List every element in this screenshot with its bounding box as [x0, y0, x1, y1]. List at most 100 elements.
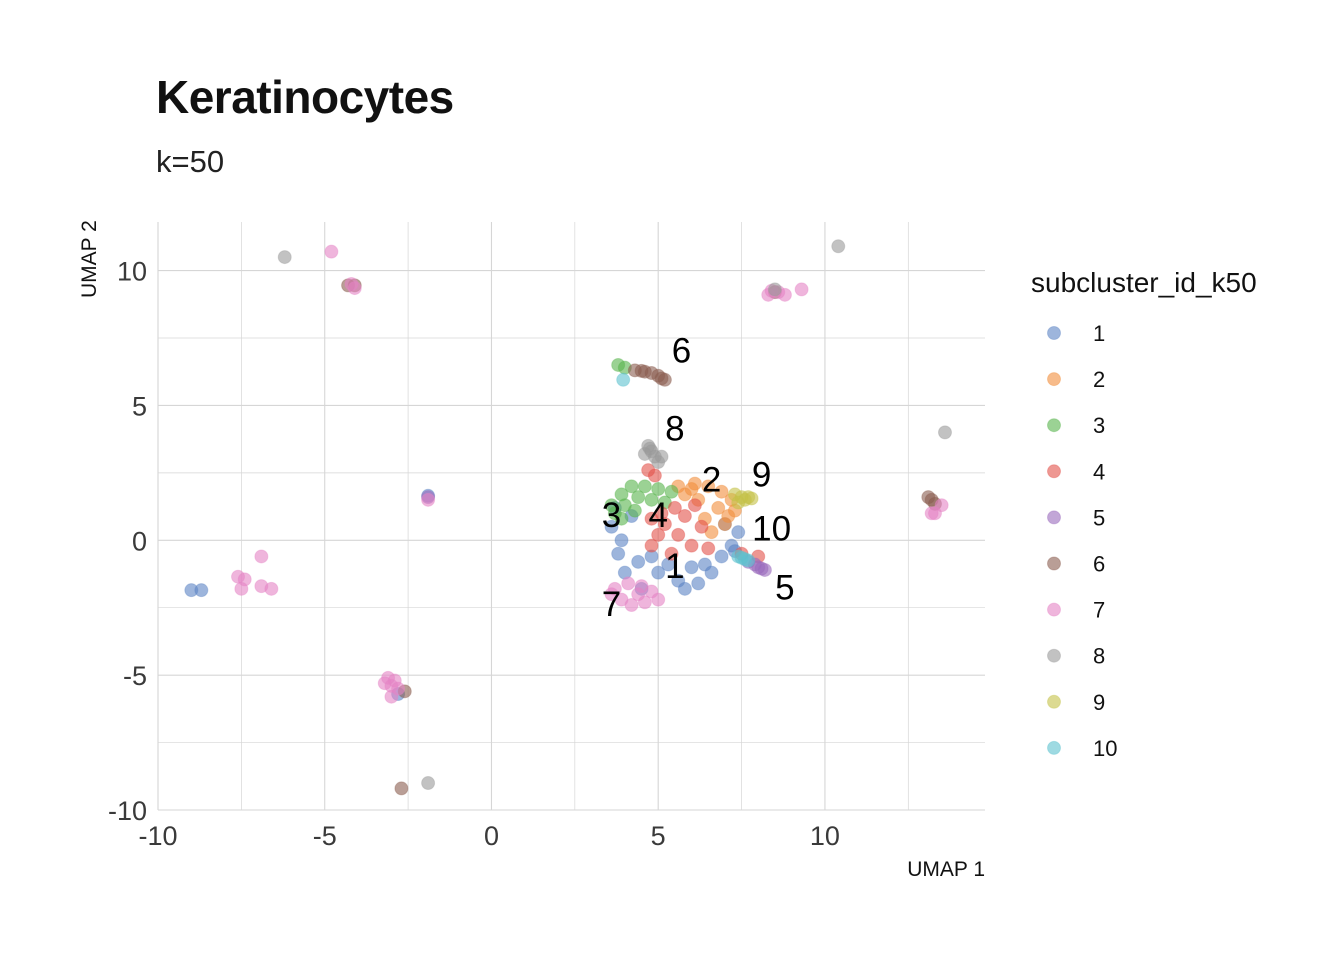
- point-cluster-8: [767, 282, 782, 297]
- legend-swatch-7: [1047, 602, 1061, 617]
- legend-label-1: 1: [1093, 321, 1105, 346]
- point-cluster-3: [637, 479, 652, 494]
- legend-swatch-10: [1047, 740, 1061, 755]
- point-cluster-4: [701, 541, 716, 556]
- point-cluster-8: [277, 250, 292, 265]
- point-cluster-1: [731, 525, 746, 540]
- legend-swatch-5: [1047, 510, 1061, 525]
- point-cluster-9: [731, 495, 746, 510]
- point-cluster-2: [677, 487, 692, 502]
- cluster-label-6: 6: [672, 331, 691, 370]
- x-tick-label: -10: [138, 821, 177, 851]
- point-cluster-7: [934, 498, 949, 513]
- legend-label-7: 7: [1093, 598, 1105, 623]
- cluster-label-7: 7: [602, 585, 621, 624]
- cluster-label-8: 8: [665, 409, 684, 448]
- point-cluster-1: [684, 560, 699, 575]
- x-tick-label: -5: [313, 821, 337, 851]
- legend-label-9: 9: [1093, 690, 1105, 715]
- cluster-label-1: 1: [665, 547, 684, 586]
- legend-swatch-4: [1047, 464, 1061, 479]
- point-cluster-7: [421, 492, 436, 507]
- point-cluster-1: [704, 565, 719, 580]
- point-cluster-1: [677, 581, 692, 596]
- point-cluster-3: [614, 511, 629, 526]
- point-cluster-4: [694, 519, 709, 534]
- point-cluster-7: [794, 282, 809, 297]
- point-cluster-3: [624, 479, 639, 494]
- point-cluster-4: [651, 527, 666, 542]
- legend-swatch-8: [1047, 648, 1061, 663]
- legend-swatch-3: [1047, 418, 1061, 433]
- point-cluster-6: [394, 781, 409, 796]
- legend-swatch-2: [1047, 372, 1061, 387]
- legend-label-5: 5: [1093, 505, 1105, 530]
- point-cluster-8: [421, 776, 436, 791]
- point-cluster-7: [621, 576, 636, 591]
- point-cluster-8: [937, 425, 952, 440]
- legend-swatch-6: [1047, 556, 1061, 571]
- point-cluster-6: [634, 363, 649, 378]
- point-cluster-3: [664, 484, 679, 499]
- cluster-label-4: 4: [648, 496, 667, 535]
- point-cluster-4: [644, 538, 659, 553]
- x-tick-label: 10: [810, 821, 840, 851]
- point-cluster-7: [234, 581, 249, 596]
- chart-title: Keratinocytes: [156, 71, 454, 123]
- cluster-label-5: 5: [775, 569, 794, 608]
- axis-ticks: -10 -5 0 5 10 -10 -5 0 5 10: [108, 257, 840, 851]
- point-cluster-7: [631, 587, 646, 602]
- legend-swatch-1: [1047, 326, 1061, 340]
- point-cluster-1: [604, 519, 619, 534]
- legend-title: subcluster_id_k50: [1031, 267, 1257, 298]
- point-cluster-4: [677, 509, 692, 523]
- cluster-labels: 6 82 9 3 4 10 1 5 7: [602, 331, 795, 624]
- point-cluster-7: [264, 581, 279, 596]
- point-cluster-7: [604, 587, 619, 602]
- point-cluster-4: [654, 506, 669, 521]
- legend-label-10: 10: [1093, 736, 1117, 761]
- chart-subtitle: k=50: [156, 144, 225, 179]
- legend: subcluster_id_k50 1 2 3 4 5 6 7 8 9 10: [1031, 267, 1257, 761]
- point-cluster-3: [631, 490, 646, 505]
- point-cluster-10: [734, 550, 749, 565]
- point-cluster-1: [194, 583, 209, 598]
- point-cluster-8: [831, 239, 846, 254]
- point-cluster-4: [664, 546, 679, 561]
- point-cluster-1: [631, 554, 646, 569]
- cluster-label-10: 10: [752, 509, 791, 548]
- point-cluster-8: [654, 449, 669, 464]
- point-cluster-7: [391, 681, 406, 696]
- point-cluster-5: [757, 562, 772, 577]
- cluster-label-3: 3: [602, 496, 621, 535]
- y-tick-label: 0: [132, 526, 147, 556]
- y-tick-label: -5: [123, 661, 147, 691]
- point-cluster-2: [701, 479, 716, 494]
- point-cluster-2: [687, 476, 702, 491]
- point-cluster-2: [711, 500, 726, 515]
- point-cluster-6: [657, 372, 672, 387]
- grid-lines: [157, 222, 985, 811]
- point-cluster-1: [651, 565, 666, 580]
- y-tick-label: -10: [108, 796, 147, 826]
- y-tick-label: 10: [117, 257, 147, 287]
- point-cluster-7: [347, 281, 362, 296]
- x-tick-label: 5: [651, 821, 666, 851]
- cluster-label-9: 9: [752, 455, 771, 494]
- point-cluster-1: [614, 533, 629, 548]
- point-cluster-4: [684, 538, 699, 553]
- legend-label-3: 3: [1093, 413, 1105, 438]
- x-tick-label: 0: [484, 821, 499, 851]
- point-cluster-1: [714, 549, 729, 564]
- point-cluster-2: [714, 484, 729, 499]
- point-cluster-4: [647, 468, 662, 483]
- point-cluster-4: [687, 498, 702, 513]
- legend-label-2: 2: [1093, 367, 1105, 392]
- point-cluster-10: [616, 372, 631, 387]
- point-cluster-1: [691, 576, 706, 591]
- point-cluster-7: [254, 549, 269, 564]
- point-cluster-1: [611, 546, 626, 561]
- point-cluster-7: [644, 584, 659, 599]
- point-cluster-9: [744, 491, 759, 506]
